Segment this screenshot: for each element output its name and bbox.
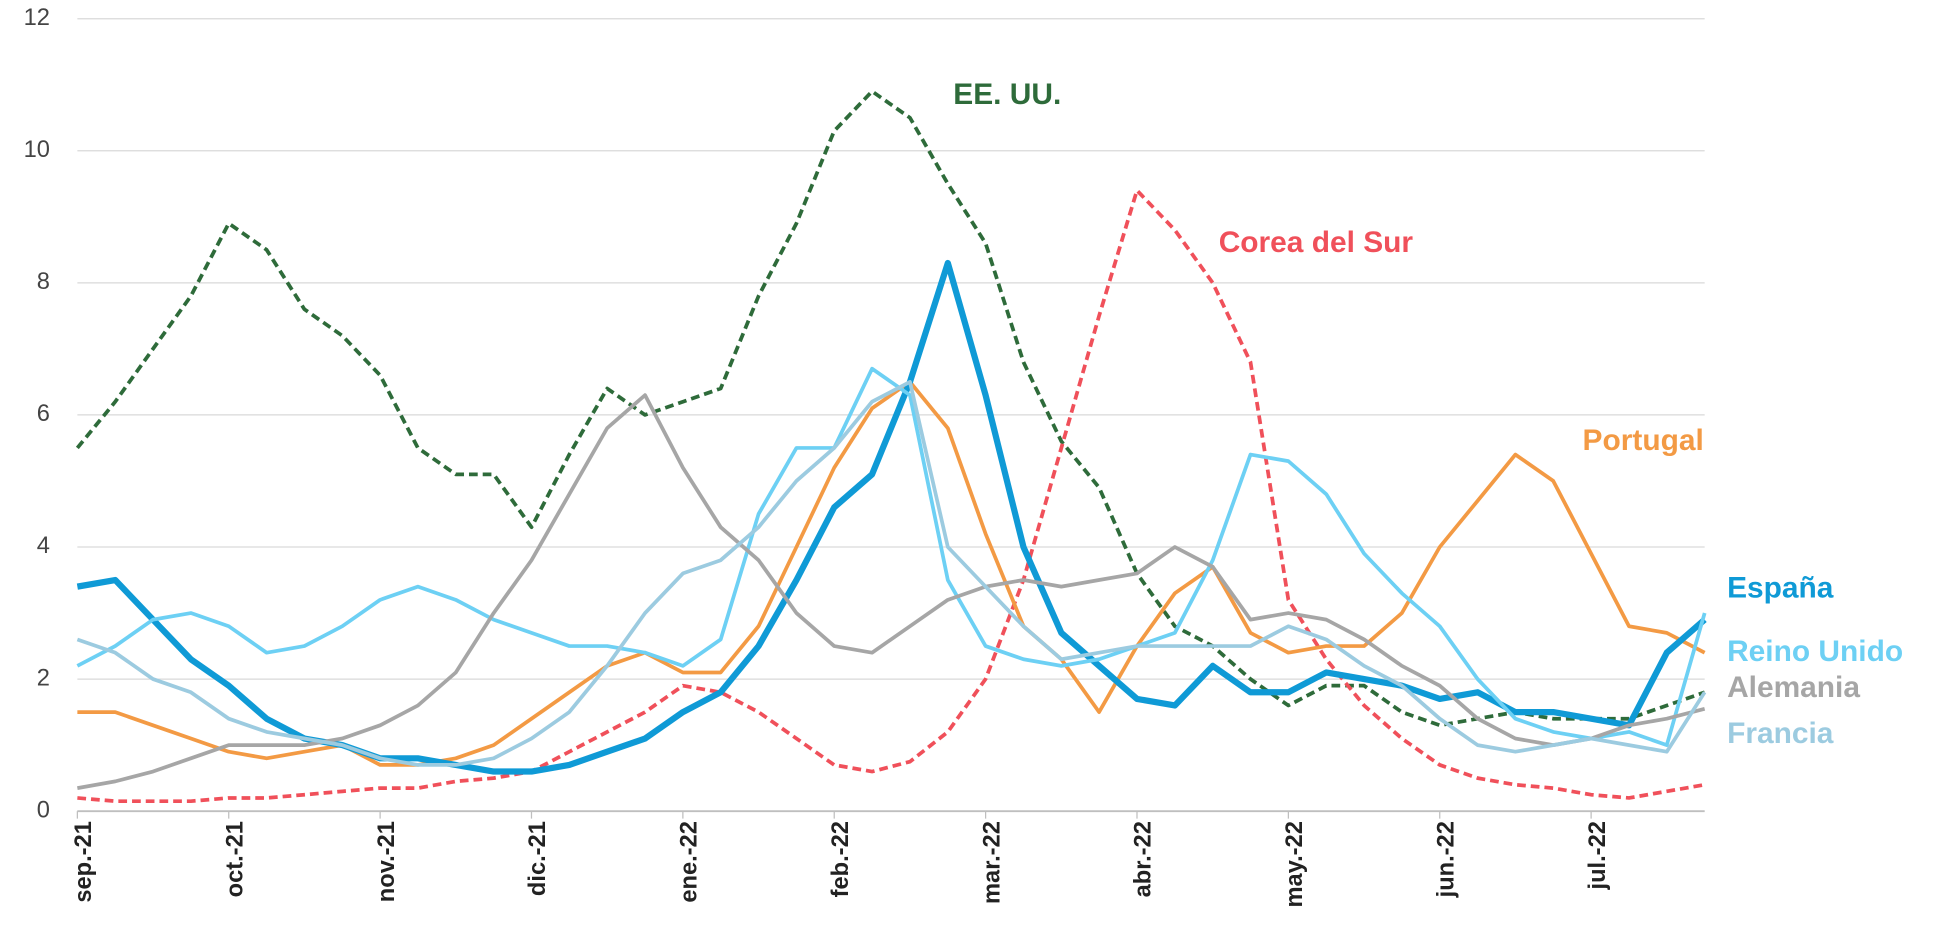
x-tick-label: feb.-22 [828,821,854,897]
x-tick-label: may.-22 [1282,821,1308,907]
series-line [76,380,1707,767]
series-line [77,393,1706,790]
series-label: EE. UU. [953,78,1061,111]
series-label: Corea del Sur [1219,226,1414,259]
series-line [77,380,1706,767]
y-tick-label: 4 [37,533,50,559]
x-tick-label: abr.-22 [1131,821,1157,897]
x-tick-label: nov.-21 [374,821,400,902]
y-tick-label: 6 [37,401,50,427]
series-label: Reino Unido [1727,635,1903,668]
series-label: Portugal [1583,424,1704,457]
y-tick-label: 0 [37,797,50,823]
series-line [76,366,1707,747]
series-line [77,188,1705,804]
x-tick-label: jun.-22 [1433,821,1459,898]
x-tick-label: oct.-21 [222,821,248,897]
series-label: España [1727,571,1834,604]
x-tick-label: ene.-22 [677,821,703,903]
series-line [75,89,1706,728]
y-tick-label: 2 [37,665,50,691]
x-tick-label: dic.-21 [525,821,551,896]
x-tick-label: mar.-22 [979,821,1005,904]
series-line [76,259,1707,775]
y-tick-label: 8 [37,269,50,295]
series-label: Francia [1727,717,1834,750]
x-tick-label: sep.-21 [71,821,97,903]
series-label: Alemania [1727,671,1860,704]
x-tick-label: jul.-22 [1585,821,1611,890]
y-tick-label: 12 [24,5,50,31]
y-tick-label: 10 [24,137,50,163]
